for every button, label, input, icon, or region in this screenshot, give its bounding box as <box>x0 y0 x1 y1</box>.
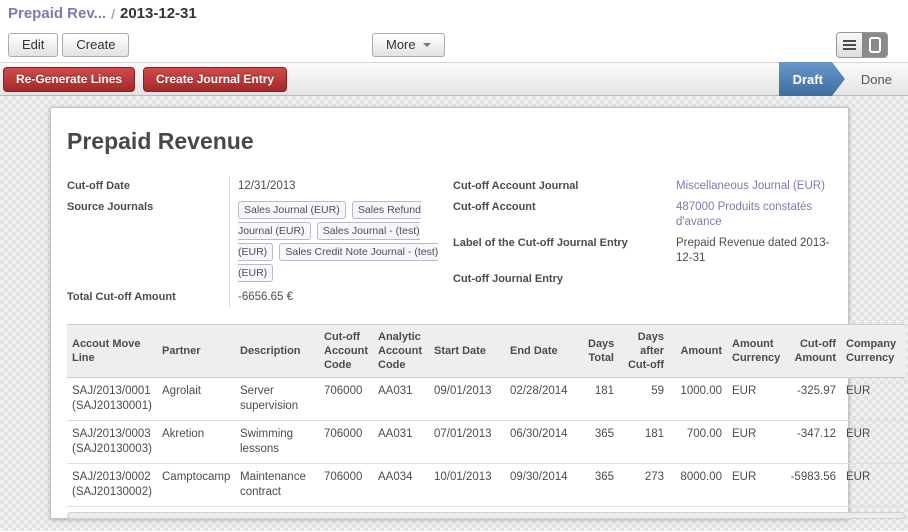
cell-days-after-cutoff: 59 <box>619 377 669 421</box>
cell-partner: Agrolait <box>157 377 235 421</box>
create-journal-entry-button[interactable]: Create Journal Entry <box>143 66 288 92</box>
cell-move-line: SAJ/2013/0003 (SAJ20130003) <box>67 420 157 464</box>
col-days-total: Days Total <box>583 324 619 378</box>
cell-cutoff-amount: -5983.56 <box>785 463 841 507</box>
label-cutoff-account: Cut-off Account <box>453 201 536 213</box>
table-row[interactable]: SAJ/2013/0001 (SAJ20130001) Agrolait Ser… <box>67 377 905 421</box>
breadcrumb-parent-link[interactable]: Prepaid Rev... <box>8 5 107 22</box>
form-icon <box>868 36 881 53</box>
col-days-after-cutoff: Days after Cut-off <box>619 324 669 378</box>
value-total-cutoff-amount: -6656.65 € <box>229 287 447 308</box>
cell-cutoff-amount: -347.12 <box>785 420 841 464</box>
cell-company-currency: EUR <box>841 377 905 421</box>
horizontal-scrollbar[interactable] <box>67 512 905 519</box>
cell-amount-currency: EUR <box>727 377 785 421</box>
col-analytic-account-code: Analytic Account Code <box>373 324 429 378</box>
cell-days-after-cutoff: 181 <box>619 420 669 464</box>
value-cutoff-journal-entry <box>668 269 832 290</box>
form-view-button[interactable] <box>862 32 887 57</box>
page-title: Prepaid Revenue <box>67 128 254 154</box>
cell-start-date: 07/01/2013 <box>429 420 505 464</box>
regenerate-lines-button[interactable]: Re-Generate Lines <box>3 66 136 92</box>
cell-company-currency: EUR <box>841 420 905 464</box>
cutoff-lines-table: Accout Move Line Partner Description Cut… <box>67 324 905 519</box>
breadcrumb-separator: / <box>111 5 115 22</box>
list-icon <box>843 39 856 50</box>
cell-description: Server supervision <box>235 377 319 421</box>
more-dropdown-button[interactable]: More <box>372 32 445 57</box>
value-cutoff-date: 12/31/2013 <box>229 176 447 197</box>
cell-amount-currency: EUR <box>727 420 785 464</box>
cell-partner: Camptocamp <box>157 463 235 507</box>
journal-tag: Sales Journal (EUR) <box>238 201 346 219</box>
cell-end-date: 09/30/2014 <box>505 463 583 507</box>
view-switcher <box>836 31 888 58</box>
cell-cutoff-account-code: 706000 <box>319 420 373 464</box>
cell-cutoff-amount: -325.97 <box>785 377 841 421</box>
cell-move-line: SAJ/2013/0001 (SAJ20130001) <box>67 377 157 421</box>
label-cutoff-account-journal: Cut-off Account Journal <box>453 180 579 192</box>
cell-analytic-account-code: AA034 <box>373 463 429 507</box>
cell-amount: 8000.00 <box>669 463 727 507</box>
col-account-move-line: Accout Move Line <box>67 324 157 378</box>
cell-cutoff-account-code: 706000 <box>319 463 373 507</box>
cell-start-date: 09/01/2013 <box>429 377 505 421</box>
table-row[interactable]: SAJ/2013/0002 (SAJ20130002) Camptocamp M… <box>67 463 905 507</box>
breadcrumb: Prepaid Rev... / 2013-12-31 <box>0 0 908 27</box>
label-journal-entry-label: Label of the Cut-off Journal Entry <box>453 237 628 249</box>
status-action-bar: Re-Generate Lines Create Journal Entry D… <box>0 62 908 96</box>
cell-end-date: 06/30/2014 <box>505 420 583 464</box>
state-draft: Draft <box>779 62 845 96</box>
state-flow: Draft Done <box>779 62 908 96</box>
table-header-row: Accout Move Line Partner Description Cut… <box>67 324 905 378</box>
field-group-right: Cut-off Account Journal Miscellaneous Jo… <box>453 176 832 308</box>
value-journal-entry-label: Prepaid Revenue dated 2013-12-31 <box>676 237 830 264</box>
col-partner: Partner <box>157 324 235 378</box>
label-cutoff-journal-entry: Cut-off Journal Entry <box>453 273 563 285</box>
value-source-journals: Sales Journal (EUR) Sales Refund Journal… <box>229 197 447 287</box>
create-button[interactable]: Create <box>62 32 130 57</box>
field-group-left: Cut-off Date 12/31/2013 Source Journals … <box>67 176 447 308</box>
cell-start-date: 10/01/2013 <box>429 463 505 507</box>
col-description: Description <box>235 324 319 378</box>
table-row[interactable]: SAJ/2013/0003 (SAJ20130003) Akretion Swi… <box>67 420 905 464</box>
col-amount-currency: Amount Currency <box>727 324 785 378</box>
page-background: Prepaid Revenue Cut-off Date 12/31/2013 … <box>0 96 908 531</box>
state-done: Done <box>860 71 892 87</box>
list-view-button[interactable] <box>837 32 862 57</box>
chevron-down-icon <box>422 42 431 47</box>
edit-button[interactable]: Edit <box>8 32 59 57</box>
label-cutoff-date: Cut-off Date <box>67 180 130 192</box>
cell-company-currency: EUR <box>841 463 905 507</box>
cell-analytic-account-code: AA031 <box>373 377 429 421</box>
label-total-cutoff-amount: Total Cut-off Amount <box>67 291 176 303</box>
cell-days-after-cutoff: 273 <box>619 463 669 507</box>
form-sheet: Prepaid Revenue Cut-off Date 12/31/2013 … <box>50 107 905 519</box>
col-end-date: End Date <box>505 324 583 378</box>
cell-move-line: SAJ/2013/0002 (SAJ20130002) <box>67 463 157 507</box>
cell-days-total: 365 <box>583 463 619 507</box>
cell-days-total: 181 <box>583 377 619 421</box>
label-source-journals: Source Journals <box>67 201 154 213</box>
cell-end-date: 02/28/2014 <box>505 377 583 421</box>
cell-amount: 1000.00 <box>669 377 727 421</box>
cell-amount-currency: EUR <box>727 463 785 507</box>
cell-analytic-account-code: AA031 <box>373 420 429 464</box>
cell-cutoff-account-code: 706000 <box>319 377 373 421</box>
cell-partner: Akretion <box>157 420 235 464</box>
col-cutoff-account-code: Cut-off Account Code <box>319 324 373 378</box>
breadcrumb-current: 2013-12-31 <box>119 5 197 22</box>
value-cutoff-account-journal[interactable]: Miscellaneous Journal (EUR) <box>676 180 825 192</box>
toolbar: Edit Create More <box>0 27 908 62</box>
more-label: More <box>386 37 416 52</box>
col-start-date: Start Date <box>429 324 505 378</box>
cell-description: Swimming lessons <box>235 420 319 464</box>
col-amount: Amount <box>669 324 727 378</box>
cell-description: Maintenance contract <box>235 463 319 507</box>
col-company-currency: Company Currency <box>841 324 905 378</box>
cell-days-total: 365 <box>583 420 619 464</box>
col-cutoff-amount: Cut-off Amount <box>785 324 841 378</box>
value-cutoff-account[interactable]: 487000 Produits constatés d'avance <box>676 201 813 228</box>
cell-amount: 700.00 <box>669 420 727 464</box>
